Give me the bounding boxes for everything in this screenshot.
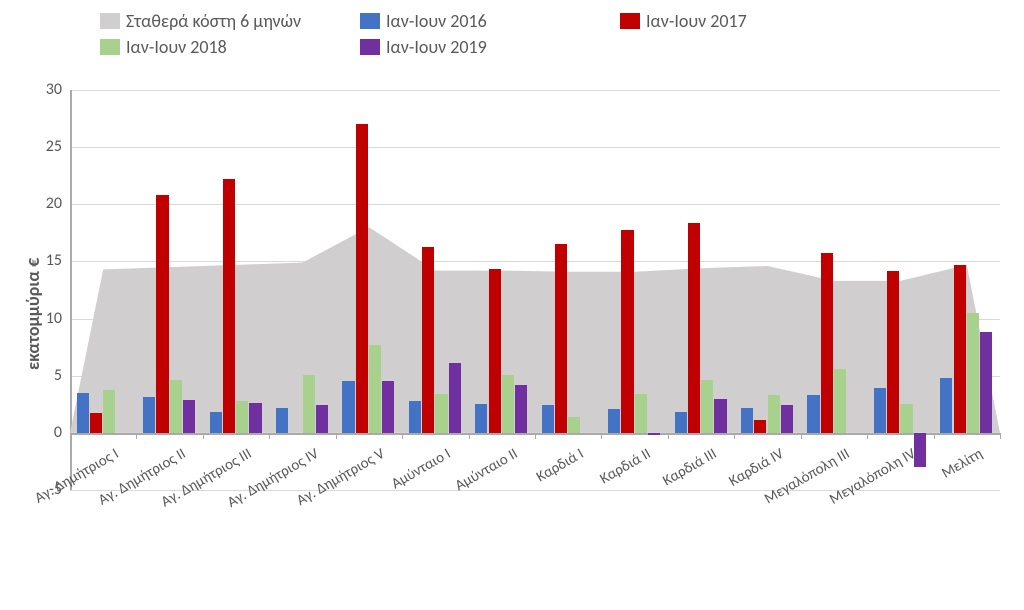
legend-label: Ιαν-Ιουν 2018	[126, 36, 227, 58]
y-tick-label: 15	[32, 251, 62, 270]
bar	[276, 408, 288, 433]
legend-label: Σταθερά κόστη 6 μηνών	[126, 10, 301, 32]
bar	[714, 399, 726, 433]
legend-row: Ιαν-Ιουν 2018 Ιαν-Ιουν 2019	[100, 36, 780, 58]
legend: Σταθερά κόστη 6 μηνών Ιαν-Ιουν 2016 Ιαν-Ιο…	[100, 10, 780, 62]
legend-item: Ιαν-Ιουν 2018	[100, 36, 330, 58]
bar	[900, 404, 912, 433]
bar	[635, 394, 647, 433]
bar	[515, 385, 527, 432]
bar	[183, 400, 195, 433]
legend-swatch	[620, 13, 640, 29]
x-tick	[136, 433, 137, 439]
bar	[874, 388, 886, 433]
x-tick	[668, 433, 669, 439]
bar	[422, 247, 434, 433]
bar	[568, 417, 580, 432]
legend-swatch	[100, 39, 120, 55]
x-tick	[336, 433, 337, 439]
plot-area	[70, 90, 1000, 490]
legend-swatch	[360, 39, 380, 55]
bar	[940, 378, 952, 433]
bar	[701, 380, 713, 433]
y-tick-label: 10	[32, 309, 62, 328]
y-tick-label: 5	[32, 366, 62, 385]
bar	[382, 381, 394, 432]
bar	[887, 271, 899, 433]
bar	[449, 363, 461, 433]
legend-label: Ιαν-Ιουν 2016	[386, 10, 487, 32]
bar	[768, 395, 780, 433]
bar	[435, 394, 447, 433]
x-tick	[469, 433, 470, 439]
bar	[608, 409, 620, 432]
bar	[754, 420, 766, 433]
y-tick-label: 25	[32, 137, 62, 156]
bar	[223, 179, 235, 433]
x-tick	[801, 433, 802, 439]
x-tick	[402, 433, 403, 439]
bar	[967, 313, 979, 432]
legend-item: Σταθερά κόστη 6 μηνών	[100, 10, 330, 32]
x-tick	[601, 433, 602, 439]
y-tick-label: 20	[32, 194, 62, 213]
legend-item: Ιαν-Ιουν 2017	[620, 10, 850, 32]
bar	[369, 345, 381, 433]
bar	[316, 405, 328, 432]
bar	[675, 412, 687, 433]
bar	[156, 195, 168, 433]
bar	[834, 369, 846, 433]
bar	[475, 404, 487, 433]
x-tick	[734, 433, 735, 439]
bar	[954, 265, 966, 433]
y-tick-label: 30	[32, 80, 62, 99]
bar	[542, 405, 554, 432]
bar	[303, 375, 315, 433]
bar	[741, 408, 753, 433]
bar	[409, 401, 421, 433]
bar	[170, 380, 182, 433]
bar	[648, 433, 660, 435]
x-tick	[934, 433, 935, 439]
bar	[688, 223, 700, 433]
legend-label: Ιαν-Ιουν 2017	[646, 10, 747, 32]
bar	[821, 253, 833, 432]
legend-item: Ιαν-Ιουν 2016	[360, 10, 590, 32]
bar	[621, 230, 633, 433]
bar	[807, 395, 819, 433]
area-polygon	[70, 227, 1000, 433]
bar	[555, 244, 567, 433]
bar	[236, 401, 248, 433]
x-tick	[269, 433, 270, 439]
bar	[210, 412, 222, 433]
bar	[356, 124, 368, 433]
x-tick	[535, 433, 536, 439]
bar	[342, 381, 354, 433]
bar	[980, 332, 992, 433]
bar	[77, 393, 89, 433]
legend-swatch	[100, 13, 120, 29]
bar	[103, 390, 115, 433]
legend-swatch	[360, 13, 380, 29]
legend-row: Σταθερά κόστη 6 μηνών Ιαν-Ιουν 2016 Ιαν-Ιο…	[100, 10, 780, 32]
bar	[489, 269, 501, 432]
legend-item: Ιαν-Ιουν 2019	[360, 36, 590, 58]
x-tick	[1000, 433, 1001, 439]
bar	[90, 413, 102, 432]
chart-container: Σταθερά κόστη 6 μηνών Ιαν-Ιουν 2016 Ιαν-Ιο…	[0, 0, 1024, 610]
bar	[502, 375, 514, 433]
bar	[249, 403, 261, 433]
bar	[143, 397, 155, 432]
y-tick-label: 0	[32, 423, 62, 442]
legend-label: Ιαν-Ιουν 2019	[386, 36, 487, 58]
x-tick	[203, 433, 204, 439]
x-tick	[867, 433, 868, 439]
bar	[781, 405, 793, 433]
